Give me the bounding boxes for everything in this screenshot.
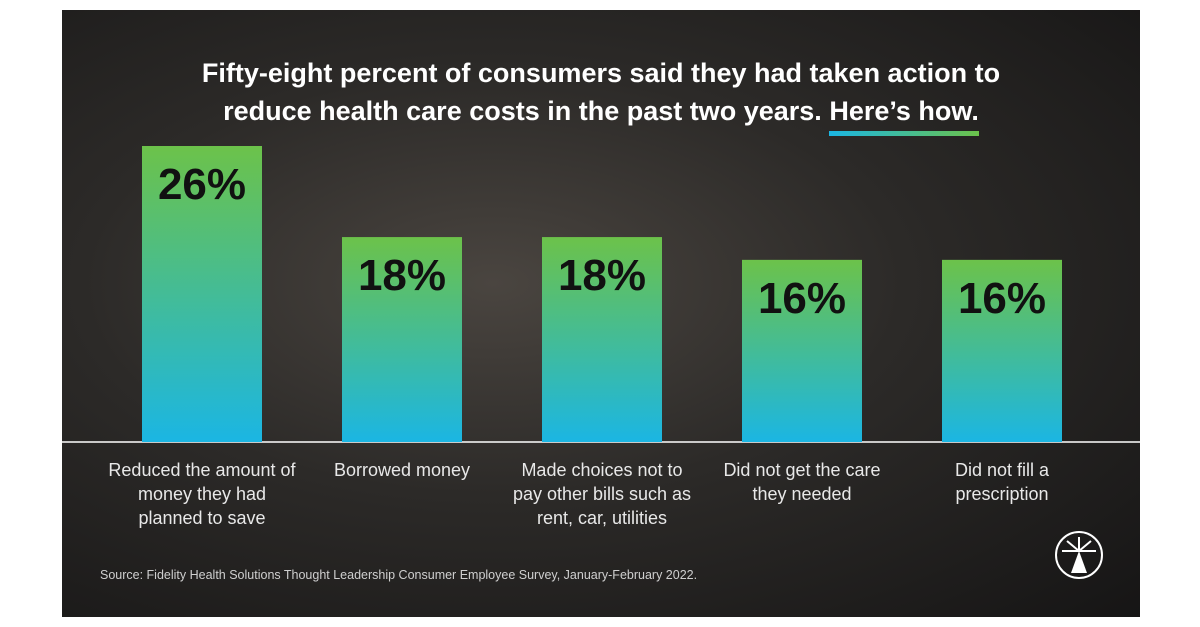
bar xyxy=(742,259,862,442)
category-label: Borrowed money xyxy=(333,460,471,480)
bar xyxy=(342,237,462,442)
chart: 26% 18% 18% 16% 16% xyxy=(62,146,1140,579)
value-label: 16% xyxy=(758,274,846,323)
bar xyxy=(942,259,1062,442)
bar xyxy=(542,237,662,442)
value-label: 18% xyxy=(558,251,646,300)
title-text: Fifty-eight percent of consumers said th… xyxy=(201,58,1001,126)
chart-title: Fifty-eight percent of consumers said th… xyxy=(62,54,1140,136)
bar xyxy=(142,146,262,442)
value-label: 16% xyxy=(958,274,1046,323)
logo xyxy=(1055,531,1103,579)
value-label: 18% xyxy=(358,251,446,300)
panel: 26% 18% 18% 16% 16% Fifty-eight percent of c… xyxy=(62,10,1140,617)
source-note: Source: Fidelity Health Solutions Though… xyxy=(100,568,698,582)
category-label: Did not get the care they needed xyxy=(723,460,881,504)
category-label: Did not fill a prescription xyxy=(954,460,1050,504)
value-label: 26% xyxy=(158,160,246,209)
category-label: Reduced the amount of money they had pla… xyxy=(108,460,296,528)
title-highlight: Here’s how. xyxy=(829,92,979,136)
category-label: Made choices not to pay other bills such… xyxy=(512,460,692,528)
